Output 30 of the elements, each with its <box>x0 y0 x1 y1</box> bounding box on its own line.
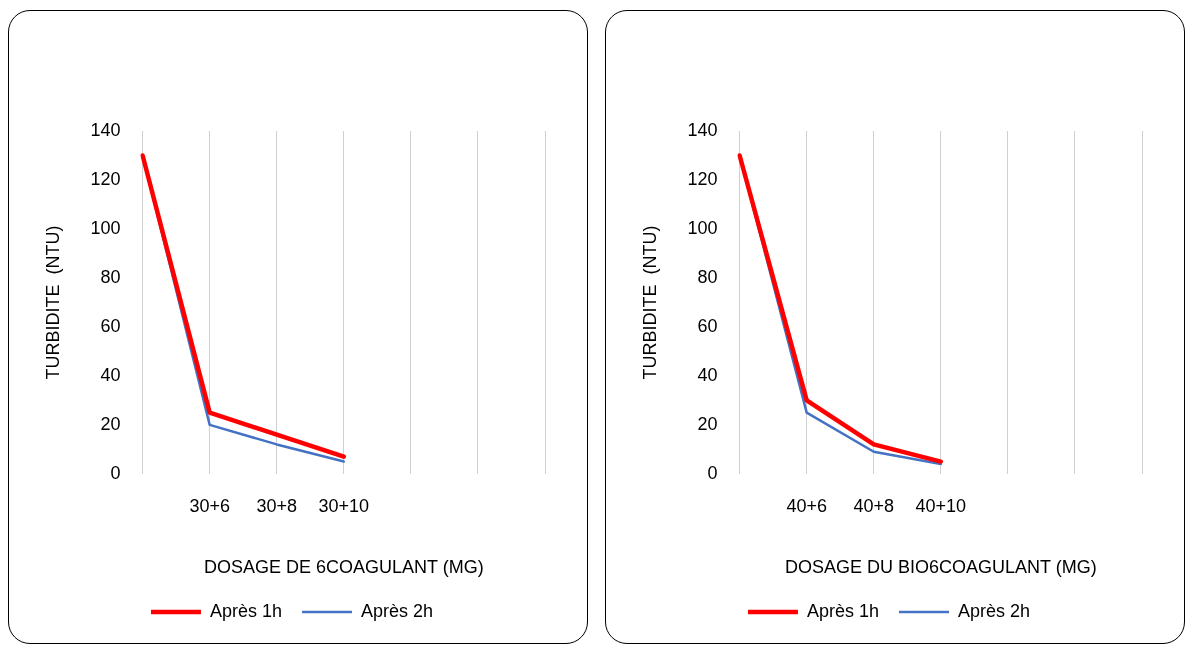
y-tick-label: 0 <box>110 462 121 483</box>
y-tick-label: 40 <box>697 364 718 385</box>
y-axis-title: TURBIDITE (NTU) <box>42 225 63 380</box>
y-tick-label: 40 <box>100 364 121 385</box>
x-tick-label: 30+10 <box>318 495 370 516</box>
x-tick-label: 30+8 <box>256 495 298 516</box>
y-axis-title: TURBIDITE (NTU) <box>639 225 660 380</box>
legend-label: Après 2h <box>958 600 1031 621</box>
y-tick-label: 100 <box>90 217 121 238</box>
x-axis-title: DOSAGE DU BIO6COAGULANT (MG) <box>784 557 1097 578</box>
legend-label: Après 2h <box>361 600 434 621</box>
legend-label: Après 1h <box>806 600 879 621</box>
y-tick-label: 0 <box>707 462 718 483</box>
legend-label: Après 1h <box>209 600 282 621</box>
y-tick-label: 80 <box>697 266 718 287</box>
y-tick-label: 20 <box>100 413 121 434</box>
x-tick-label: 40+8 <box>853 495 895 516</box>
x-axis-title: DOSAGE DE 6COAGULANT (MG) <box>203 557 484 578</box>
y-tick-label: 140 <box>90 119 121 140</box>
x-tick-label: 30+6 <box>189 495 230 516</box>
y-tick-label: 140 <box>687 119 718 140</box>
x-tick-label: 40+6 <box>786 495 827 516</box>
x-tick-label: 40+10 <box>915 495 967 516</box>
y-tick-label: 120 <box>90 168 121 189</box>
y-tick-label: 100 <box>687 217 718 238</box>
y-tick-label: 20 <box>697 413 718 434</box>
y-tick-label: 120 <box>687 168 718 189</box>
y-tick-label: 60 <box>697 315 718 336</box>
y-tick-label: 80 <box>100 266 121 287</box>
y-tick-label: 60 <box>100 315 121 336</box>
